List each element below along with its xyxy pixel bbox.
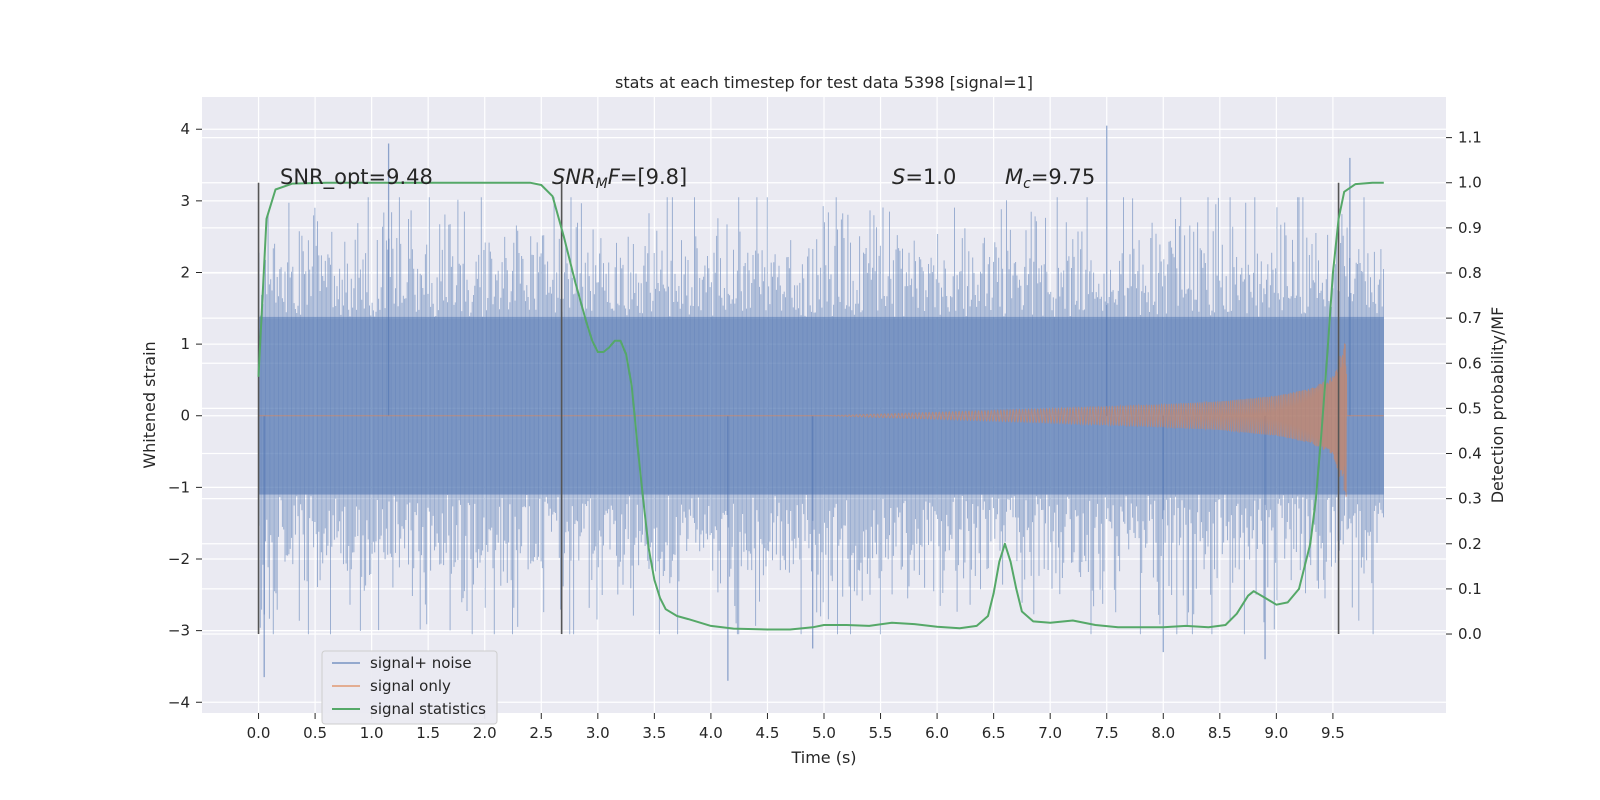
x-tick-label: 3.0 [586,724,610,742]
annotation-snr-mf: SNRMF=[9.8] [552,165,687,192]
annotation-snr-opt: SNR_opt=9.48 [280,165,433,190]
x-tick-label: 1.5 [416,724,440,742]
annotation-s: S=1.0 [892,165,956,189]
y-left-tick-label: −2 [168,550,190,568]
x-tick-label: 6.0 [925,724,949,742]
x-tick-label: 7.5 [1095,724,1119,742]
y-right-tick-label: 0.5 [1458,399,1482,417]
legend-label-noise: signal+ noise [370,654,472,672]
statistics-line [257,181,1384,631]
y-right-tick-label: 0.4 [1458,445,1482,463]
x-tick-label: 5.0 [812,724,836,742]
y-right-tick-label: 0.1 [1458,580,1482,598]
y-left-tick-label: 2 [180,263,190,281]
legend-label-signal: signal only [370,677,451,695]
x-tick-label: 8.0 [1151,724,1175,742]
chart-title: stats at each timestep for test data 539… [615,73,1033,92]
y-left-tick-label: −1 [168,478,190,496]
y-axis-label-right: Detection probability/MF [1488,307,1507,504]
y-right-tick-label: 0.3 [1458,490,1482,508]
y-right-tick-label: 0.0 [1458,625,1482,643]
y-left-tick-label: 0 [180,407,190,425]
signal-only-series [258,343,1384,497]
y-right-tick-label: 0.7 [1458,309,1482,327]
legend: signal+ noise signal only signal statist… [321,650,498,725]
x-tick-label: 0.5 [303,724,327,742]
x-tick-label: 0.0 [247,724,271,742]
x-tick-label: 1.0 [360,724,384,742]
y-right-tick-label: 0.8 [1458,264,1482,282]
y-right-tick-label: 1.1 [1458,129,1482,147]
x-tick-label: 8.5 [1208,724,1232,742]
y-axis-label-left: Whitened strain [140,341,159,468]
signal-statistics-series [257,181,1384,631]
vertical-markers [257,182,1340,635]
signal-chirp-line [258,343,1384,497]
y-right-tick-label: 1.0 [1458,174,1482,192]
y-right-tick-label: 0.9 [1458,219,1482,237]
annotation-mc: Mc=9.75 [1005,165,1095,192]
x-tick-label: 4.5 [756,724,780,742]
x-tick-label: 7.0 [1038,724,1062,742]
legend-box [321,650,498,725]
x-tick-label: 4.0 [699,724,723,742]
y-right-tick-label: 0.6 [1458,354,1482,372]
y-left-tick-label: −4 [168,693,190,711]
x-axis-label: Time (s) [790,748,856,767]
y-left-tick-label: 3 [180,192,190,210]
y-right-tick-label: 0.2 [1458,535,1482,553]
x-tick-label: 9.0 [1264,724,1288,742]
axis-ticks: 0.0 0.5 1.0 1.5 2.0 2.5 3.0 3.5 4.0 4.5 5.0 5.5 6.0 6… [168,120,1482,742]
x-tick-label: 2.5 [529,724,553,742]
x-tick-label: 3.5 [642,724,666,742]
x-tick-label: 9.5 [1321,724,1345,742]
x-tick-label: 2.0 [473,724,497,742]
signal-noise-series [258,125,1384,681]
x-tick-label: 5.5 [869,724,893,742]
x-tick-label: 6.5 [982,724,1006,742]
y-left-tick-label: −3 [168,622,190,640]
y-left-tick-label: 1 [180,335,190,353]
legend-label-statistics: signal statistics [370,700,486,718]
y-left-tick-label: 4 [180,120,190,138]
